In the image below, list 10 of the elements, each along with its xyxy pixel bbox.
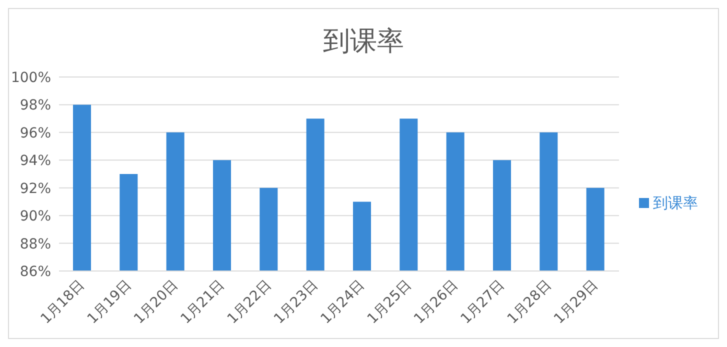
y-tick-label: 96% [20, 125, 51, 142]
y-tick-label: 86% [20, 264, 51, 280]
y-tick-label: 88% [20, 236, 51, 252]
y-tick-label: 94% [20, 153, 51, 170]
y-tick-label: 90% [20, 208, 51, 225]
chart-title: 到课率 [322, 25, 405, 59]
y-tick-label: 98% [20, 98, 51, 114]
y-tick-label: 92% [20, 180, 51, 197]
legend-label: 到课率 [653, 194, 698, 212]
y-tick-label: 100% [10, 70, 51, 86]
